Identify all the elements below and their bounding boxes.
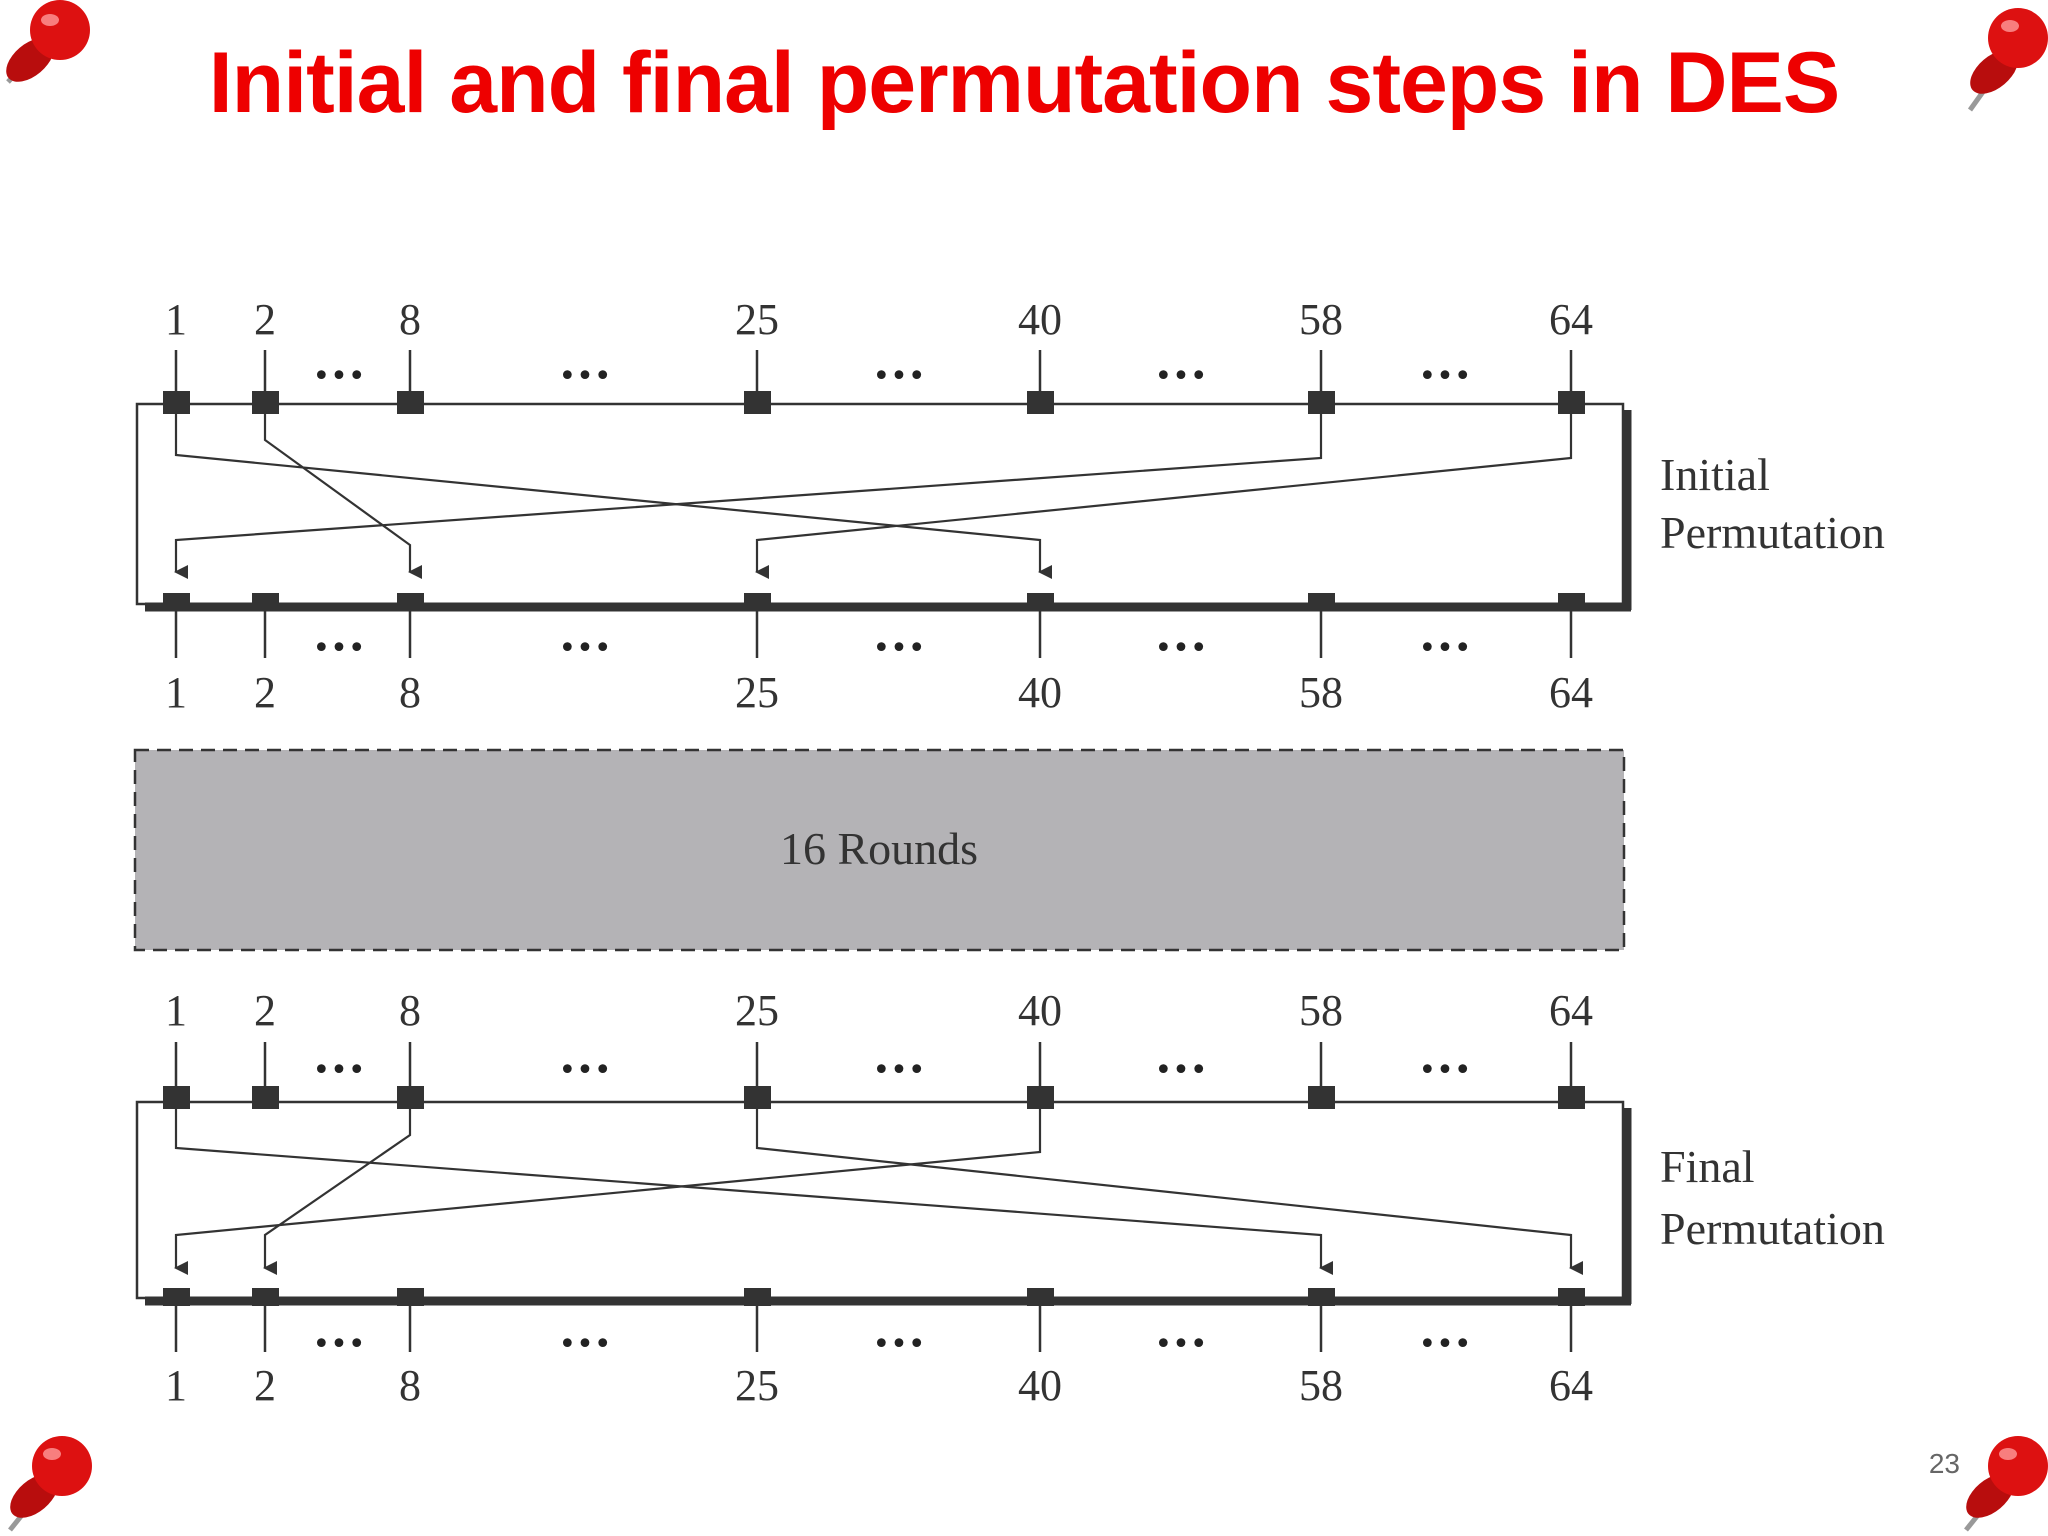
ip-bottom-label-2: 2 bbox=[254, 668, 276, 717]
fp-top-label-58: 58 bbox=[1299, 986, 1343, 1035]
fp-bottom-label-64: 64 bbox=[1549, 1361, 1593, 1410]
fp-top-label-1: 1 bbox=[165, 986, 187, 1035]
ip-top-label-40: 40 bbox=[1018, 295, 1062, 344]
ip-bottom-ellipsis: ••• bbox=[1154, 631, 1207, 666]
fp-bottom-ellipsis: ••• bbox=[1418, 1327, 1471, 1362]
pushpin-icon bbox=[6, 0, 90, 84]
initial-permutation-block: 1 2 8 25 40 58 64 ••• ••• ••• ••• ••• bbox=[135, 295, 1885, 717]
ip-side-label-line1: Initial bbox=[1660, 449, 1770, 500]
ip-bottom-label-40: 40 bbox=[1018, 668, 1062, 717]
ip-top-ellipsis: ••• bbox=[1154, 359, 1207, 394]
rounds-block: 16 Rounds bbox=[133, 748, 1626, 952]
fp-top-ellipsis: ••• bbox=[872, 1053, 925, 1088]
ip-wires bbox=[174, 414, 1573, 579]
rounds-box bbox=[133, 748, 1626, 952]
fp-bottom-label-40: 40 bbox=[1018, 1361, 1062, 1410]
fp-top-ellipsis: ••• bbox=[1418, 1053, 1471, 1088]
ip-box bbox=[135, 402, 1625, 606]
fp-bottom-ellipsis: ••• bbox=[558, 1327, 611, 1362]
fp-top-label-25: 25 bbox=[735, 986, 779, 1035]
pushpin-icon bbox=[1967, 8, 2048, 112]
fp-top-ellipsis: ••• bbox=[1154, 1053, 1207, 1088]
fp-wires bbox=[174, 1109, 1583, 1275]
fp-bottom-label-2: 2 bbox=[254, 1361, 276, 1410]
fp-top-label-2: 2 bbox=[254, 986, 276, 1035]
slide-number: 23 bbox=[1928, 1448, 1960, 1479]
fp-top-ellipsis: ••• bbox=[558, 1053, 611, 1088]
ip-top-ellipsis: ••• bbox=[312, 359, 365, 394]
ip-top-label-58: 58 bbox=[1299, 295, 1343, 344]
fp-bottom-label-25: 25 bbox=[735, 1361, 779, 1410]
ip-bottom-ellipsis: ••• bbox=[1418, 631, 1471, 666]
ip-side-label-line2: Permutation bbox=[1660, 507, 1885, 558]
fp-top-label-8: 8 bbox=[399, 986, 421, 1035]
slide-title: Initial and final permutation steps in D… bbox=[208, 35, 1840, 131]
pushpin-icon bbox=[1964, 1436, 2048, 1532]
ip-top-label-64: 64 bbox=[1549, 295, 1593, 344]
fp-bottom-ellipsis: ••• bbox=[1154, 1327, 1207, 1362]
fp-bottom-label-58: 58 bbox=[1299, 1361, 1343, 1410]
fp-top-label-64: 64 bbox=[1549, 986, 1593, 1035]
fp-bottom-label-8: 8 bbox=[399, 1361, 421, 1410]
ip-top-ellipsis: ••• bbox=[558, 359, 611, 394]
ip-top-ellipsis: ••• bbox=[1418, 359, 1471, 394]
pushpin-icon bbox=[8, 1436, 92, 1532]
ip-top-label-2: 2 bbox=[254, 295, 276, 344]
fp-bottom-ellipsis: ••• bbox=[312, 1327, 365, 1362]
fp-side-label-line1: Final bbox=[1660, 1141, 1755, 1192]
final-permutation-block: 1 2 8 25 40 58 64 ••• ••• ••• ••• ••• bbox=[135, 986, 1885, 1410]
fp-top-ellipsis: ••• bbox=[312, 1053, 365, 1088]
ip-bottom-label-58: 58 bbox=[1299, 668, 1343, 717]
fp-top-label-40: 40 bbox=[1018, 986, 1062, 1035]
ip-bottom-ellipsis: ••• bbox=[558, 631, 611, 666]
ip-top-label-25: 25 bbox=[735, 295, 779, 344]
ip-bottom-label-8: 8 bbox=[399, 668, 421, 717]
ip-bottom-ellipsis: ••• bbox=[872, 631, 925, 666]
ip-bottom-label-64: 64 bbox=[1549, 668, 1593, 717]
rounds-label: 16 Rounds bbox=[780, 823, 978, 874]
ip-bottom-ellipsis: ••• bbox=[312, 631, 365, 666]
ip-top-label-1: 1 bbox=[165, 295, 187, 344]
ip-bottom-label-25: 25 bbox=[735, 668, 779, 717]
ip-top-label-8: 8 bbox=[399, 295, 421, 344]
ip-top-ellipsis: ••• bbox=[872, 359, 925, 394]
fp-bottom-label-1: 1 bbox=[165, 1361, 187, 1410]
fp-bottom-ellipsis: ••• bbox=[872, 1327, 925, 1362]
fp-box bbox=[135, 1100, 1625, 1300]
ip-bottom-label-1: 1 bbox=[165, 668, 187, 717]
fp-side-label-line2: Permutation bbox=[1660, 1203, 1885, 1254]
